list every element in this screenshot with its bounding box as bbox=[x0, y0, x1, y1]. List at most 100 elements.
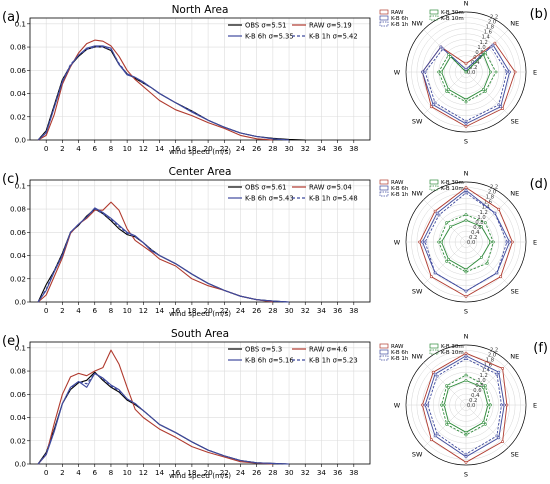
radial-tick-label: 2.2 bbox=[490, 348, 498, 354]
radar-point bbox=[464, 373, 468, 377]
x-tick-label: 28 bbox=[268, 306, 278, 315]
radar-point bbox=[423, 403, 427, 407]
y-tick-label: 0.02 bbox=[10, 436, 26, 445]
plot-frame bbox=[29, 17, 371, 141]
y-tick-label: 0.02 bbox=[10, 112, 26, 121]
radar-spoke bbox=[423, 71, 467, 115]
series-line-2 bbox=[37, 45, 290, 141]
legend-label: K-B 30m bbox=[441, 10, 464, 16]
radar-point bbox=[485, 261, 489, 265]
radar-point bbox=[418, 240, 422, 244]
radar-point bbox=[486, 403, 490, 407]
radar-point bbox=[445, 89, 449, 93]
x-tick-label: 2 bbox=[60, 468, 65, 477]
direction-label: W bbox=[394, 69, 401, 77]
radar-point bbox=[449, 225, 453, 229]
radar-point bbox=[464, 67, 468, 71]
x-tick-label: 8 bbox=[109, 306, 114, 315]
radar-point bbox=[464, 122, 468, 126]
radial-tick-label: 1.4 bbox=[482, 368, 491, 374]
legend-label: K-B 6h bbox=[391, 350, 409, 356]
radar-point bbox=[464, 218, 468, 222]
x-tick-label: 34 bbox=[317, 468, 327, 477]
radar-panel-4: N NE E SE S SW W NW 0.00.20.40.60.81.01.21.41.61… bbox=[379, 170, 548, 316]
radar-point bbox=[464, 100, 468, 104]
radial-tick-label: 0.4 bbox=[471, 230, 480, 236]
x-tick-label: 0 bbox=[44, 306, 49, 315]
radial-tick-label: 2.2 bbox=[490, 185, 498, 191]
radar-point bbox=[502, 403, 506, 407]
y-tick-label: 0.06 bbox=[10, 390, 26, 399]
direction-label: SE bbox=[511, 287, 519, 295]
radar-point bbox=[505, 70, 509, 74]
radar-point bbox=[447, 420, 451, 424]
direction-label: E bbox=[533, 239, 537, 247]
x-tick-label: 2 bbox=[60, 306, 65, 315]
radar-point bbox=[489, 403, 492, 407]
legend-label: RAW bbox=[391, 344, 404, 350]
legend-label: K-B 30m bbox=[441, 344, 464, 350]
radar-spoke bbox=[423, 241, 467, 285]
x-tick-label: 20 bbox=[204, 468, 214, 477]
radar-point bbox=[420, 403, 424, 407]
radar-point bbox=[464, 188, 468, 192]
radar-point bbox=[499, 275, 503, 279]
radial-tick-label: 0.0 bbox=[467, 240, 475, 246]
radial-tick-label: 0.2 bbox=[469, 398, 477, 404]
legend-label: K-B 10m bbox=[441, 350, 464, 356]
direction-label: NW bbox=[412, 190, 424, 198]
legend-swatch bbox=[429, 9, 439, 15]
legend-swatch bbox=[379, 9, 389, 15]
radial-tick-label: 0.6 bbox=[473, 55, 481, 61]
x-tick-label: 24 bbox=[236, 468, 246, 477]
x-tick-label: 32 bbox=[301, 144, 310, 153]
x-axis-label: wind speed (m/s) bbox=[169, 471, 231, 480]
radar-point bbox=[431, 103, 435, 107]
radial-tick-label: 1.2 bbox=[480, 210, 488, 216]
radar-point bbox=[508, 240, 512, 244]
radar-point bbox=[505, 403, 509, 407]
radial-tick-label: 2.2 bbox=[490, 15, 498, 21]
x-tick-label: 4 bbox=[76, 144, 81, 153]
x-tick-label: 34 bbox=[317, 306, 327, 315]
x-tick-label: 6 bbox=[92, 144, 97, 153]
y-tick-label: 0.1 bbox=[15, 343, 26, 352]
legend-label: OBS σ=5.51 bbox=[245, 22, 287, 30]
radar-point bbox=[464, 455, 468, 459]
radial-tick-label: 1.4 bbox=[482, 205, 491, 211]
y-tick-label: 0.04 bbox=[10, 251, 26, 260]
radar-point bbox=[445, 422, 449, 426]
panel-label: (f) bbox=[533, 341, 548, 356]
radar-point bbox=[464, 295, 468, 298]
legend-label: RAW bbox=[391, 10, 404, 16]
x-tick-label: 38 bbox=[349, 144, 359, 153]
x-tick-label: 38 bbox=[349, 468, 359, 477]
series-line-0 bbox=[37, 371, 290, 465]
radar-point bbox=[464, 357, 468, 361]
x-tick-label: 12 bbox=[139, 306, 148, 315]
radar-point bbox=[500, 403, 503, 407]
radar-point bbox=[440, 70, 443, 74]
legend-label: RAW bbox=[391, 180, 404, 186]
panel-label: (a) bbox=[2, 10, 20, 25]
legend-label: K-B 6h σ=5.16 bbox=[245, 357, 294, 365]
legend-label: K-B 1h σ=5.42 bbox=[309, 33, 358, 41]
direction-label: E bbox=[533, 402, 537, 410]
radar-point bbox=[426, 403, 430, 407]
legend-label: K-B 10m bbox=[441, 186, 464, 192]
legend-label: RAW σ=4.6 bbox=[309, 346, 347, 354]
radial-tick-label: 1.2 bbox=[480, 373, 488, 379]
direction-label: N bbox=[464, 333, 469, 341]
radar-point bbox=[489, 45, 493, 49]
radial-tick-label: 2.0 bbox=[488, 190, 496, 196]
radial-tick-label: 1.6 bbox=[484, 30, 492, 36]
radar-point bbox=[464, 433, 468, 437]
x-tick-label: 36 bbox=[333, 144, 343, 153]
y-tick-label: 0.06 bbox=[10, 66, 26, 75]
x-tick-label: 8 bbox=[109, 144, 114, 153]
legend-swatch bbox=[429, 185, 439, 191]
radar-point bbox=[439, 45, 443, 49]
radial-tick-label: 1.0 bbox=[477, 215, 485, 221]
radar-point bbox=[483, 221, 487, 225]
